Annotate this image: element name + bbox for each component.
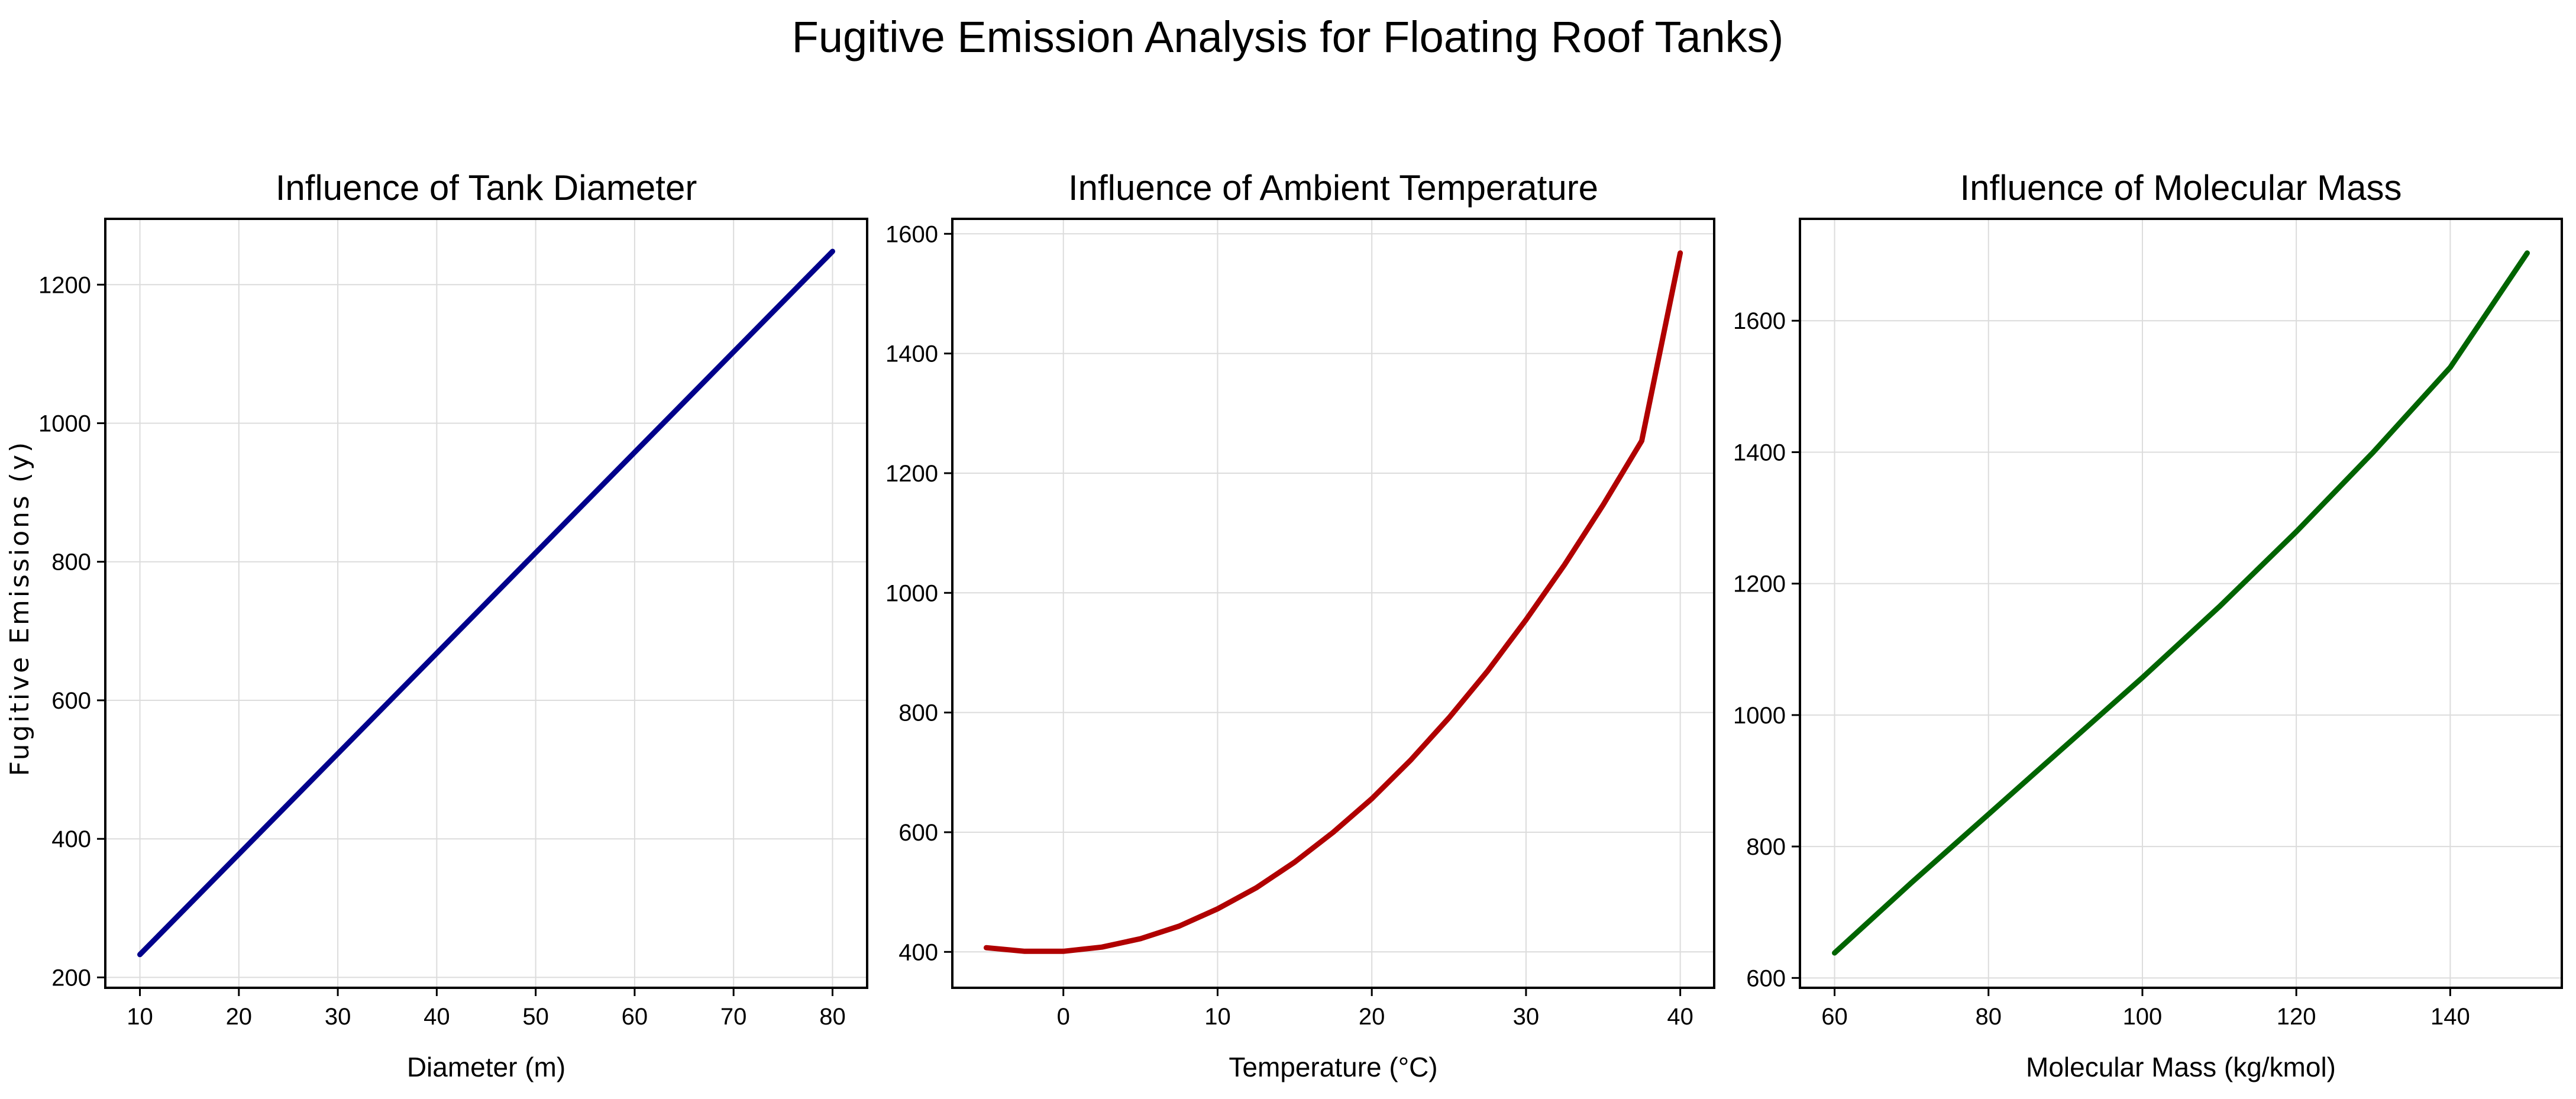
y-tick-label: 800 [1746,834,1786,860]
y-tick-label: 600 [51,688,91,714]
y-tick-label: 1600 [885,221,938,247]
chart-panel-1: 10 20 30 40 50 60 70 80 200 400 600 800 1000 1200 Infl… [38,168,868,1082]
x-tick-label: 60 [1821,1004,1848,1030]
x-tick-label: 40 [1667,1004,1693,1030]
y-tick-label: 1600 [1733,308,1786,334]
y-tick-label: 1200 [885,461,938,487]
series-line-1 [137,248,835,958]
y-tick-label: 1200 [1733,571,1786,597]
x-tick-label: 60 [622,1004,648,1030]
series-line-1 [1832,250,2530,956]
y-tick-label: 600 [1746,965,1786,991]
x-tick-label: 50 [522,1004,549,1030]
y-tick-label: 600 [898,820,938,846]
chart-panel-2: 0 10 20 30 40 400 600 800 1000 1200 1400 1600 Influe… [885,168,1715,1082]
x-tick-label: 140 [2430,1004,2470,1030]
x-tick-label: 40 [424,1004,450,1030]
x-axis-label: Temperature (°C) [1229,1052,1437,1082]
y-tick-label: 800 [898,700,938,726]
y-tick-label: 1000 [38,410,91,437]
x-tick-label: 120 [2277,1004,2316,1030]
x-tick-label: 0 [1057,1004,1070,1030]
panel-title: Influence of Tank Diameter [276,168,697,208]
y-tick-label: 400 [51,826,91,852]
x-axis-label: Diameter (m) [407,1052,565,1082]
y-tick-label: 1000 [885,580,938,606]
plot-frame [1799,218,2563,989]
y-tick-label: 1400 [1733,439,1786,466]
x-tick-label: 20 [226,1004,253,1030]
figure-title: Fugitive Emission Analysis for Floating … [792,12,1784,62]
y-tick-label: 800 [51,550,91,576]
series-line-1 [983,250,1683,954]
y-tick-label: 200 [51,965,91,991]
chart-panel-3: 60 80 100 120 140 600 800 1000 1200 1400 1600 Influ… [1733,168,2563,1082]
panel-title: Influence of Ambient Temperature [1068,168,1598,208]
y-axis-label: Fugitive Emissions (y) [5,440,35,777]
panel-title: Influence of Molecular Mass [1960,168,2402,208]
x-axis-label: Molecular Mass (kg/kmol) [2026,1052,2336,1082]
y-tick-label: 1400 [885,341,938,367]
x-tick-label: 70 [720,1004,747,1030]
y-tick-label: 1000 [1733,703,1786,729]
x-tick-label: 30 [1513,1004,1540,1030]
x-tick-label: 80 [819,1004,846,1030]
plot-frame [104,218,868,989]
x-tick-label: 100 [2123,1004,2163,1030]
y-tick-label: 1200 [38,272,91,298]
x-tick-label: 30 [325,1004,351,1030]
panels: 10 20 30 40 50 60 70 8020040060080010001200Infl… [38,168,2563,1082]
x-tick-label: 20 [1359,1004,1385,1030]
x-tick-label: 80 [1975,1004,2002,1030]
plot-frame [951,218,1715,989]
x-tick-label: 10 [127,1004,153,1030]
y-tick-label: 400 [898,939,938,965]
x-tick-label: 10 [1204,1004,1231,1030]
